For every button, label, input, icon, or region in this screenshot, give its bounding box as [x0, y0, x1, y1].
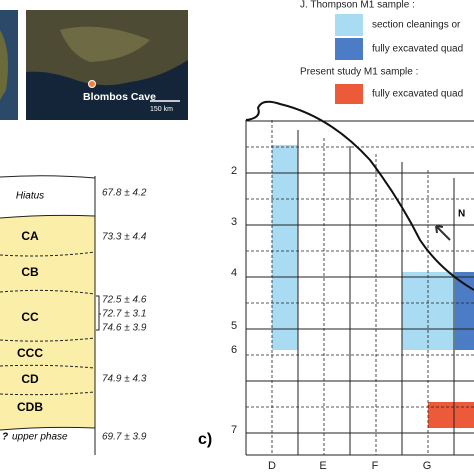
row-label: 3 [231, 216, 237, 228]
north-arrow [435, 225, 451, 241]
layer-label: CC [21, 310, 39, 324]
cell-fill [428, 402, 474, 428]
site-label: Blombos Cave [83, 91, 156, 103]
cell-fill [272, 145, 298, 350]
legend-swatch [335, 84, 363, 104]
marker: ? [2, 432, 8, 443]
date-label: 67.8 ± 4.2 [102, 188, 147, 199]
date-label: 74.9 ± 4.3 [102, 374, 147, 385]
legend-item: fully excavated quad [372, 44, 463, 55]
cell-fill [455, 272, 474, 350]
layer-label: CD [21, 372, 39, 386]
layer-boundary [0, 289, 96, 295]
layer-fill [0, 215, 95, 430]
bracket [96, 295, 101, 331]
row-label: 6 [231, 344, 237, 356]
date-label: 73.3 ± 4.4 [102, 232, 147, 243]
date-label: 69.7 ± 3.9 [102, 432, 147, 443]
land [60, 26, 150, 63]
legend-title: J. Thompson M1 sample : [300, 0, 415, 11]
panel-label: c) [198, 431, 212, 448]
site-marker [88, 80, 96, 88]
column-label: F [372, 460, 379, 472]
row-label: 2 [231, 165, 237, 177]
row-label: 4 [231, 267, 237, 279]
column-label: D [268, 460, 276, 472]
row-label: 7 [231, 424, 237, 436]
layer-label: upper phase [12, 432, 68, 443]
column-label: E [319, 460, 326, 472]
layer-boundary [0, 426, 96, 431]
north-label: N [458, 209, 465, 220]
legend-swatch [335, 38, 363, 60]
legend-swatch [335, 14, 363, 36]
layer-boundary [0, 175, 96, 179]
land [0, 30, 8, 100]
layer-label: CCC [17, 346, 43, 360]
layer-label: Hiatus [16, 191, 44, 202]
date-label: 74.6 ± 3.9 [102, 323, 147, 334]
grid [245, 120, 474, 456]
layer-boundary [0, 251, 96, 257]
layer-boundary [0, 337, 96, 342]
layer-label: CDB [17, 400, 43, 414]
legend-item: section cleanings or [372, 20, 461, 31]
layer-label: CB [21, 265, 39, 279]
date-label: 72.7 ± 3.1 [102, 309, 146, 320]
layer-boundary [0, 391, 96, 396]
column-label: G [423, 460, 432, 472]
layer-boundary [0, 364, 96, 369]
cell-fill [402, 272, 455, 350]
dripline [245, 100, 474, 291]
layer-boundary [0, 214, 96, 219]
date-label: 72.5 ± 4.6 [102, 295, 147, 306]
layer-label: CA [21, 229, 39, 243]
row-label: 5 [231, 320, 237, 332]
legend-title: Present study M1 sample : [300, 67, 418, 78]
scale-label: 150 km [150, 106, 173, 113]
legend-item: fully excavated quad [372, 89, 463, 100]
